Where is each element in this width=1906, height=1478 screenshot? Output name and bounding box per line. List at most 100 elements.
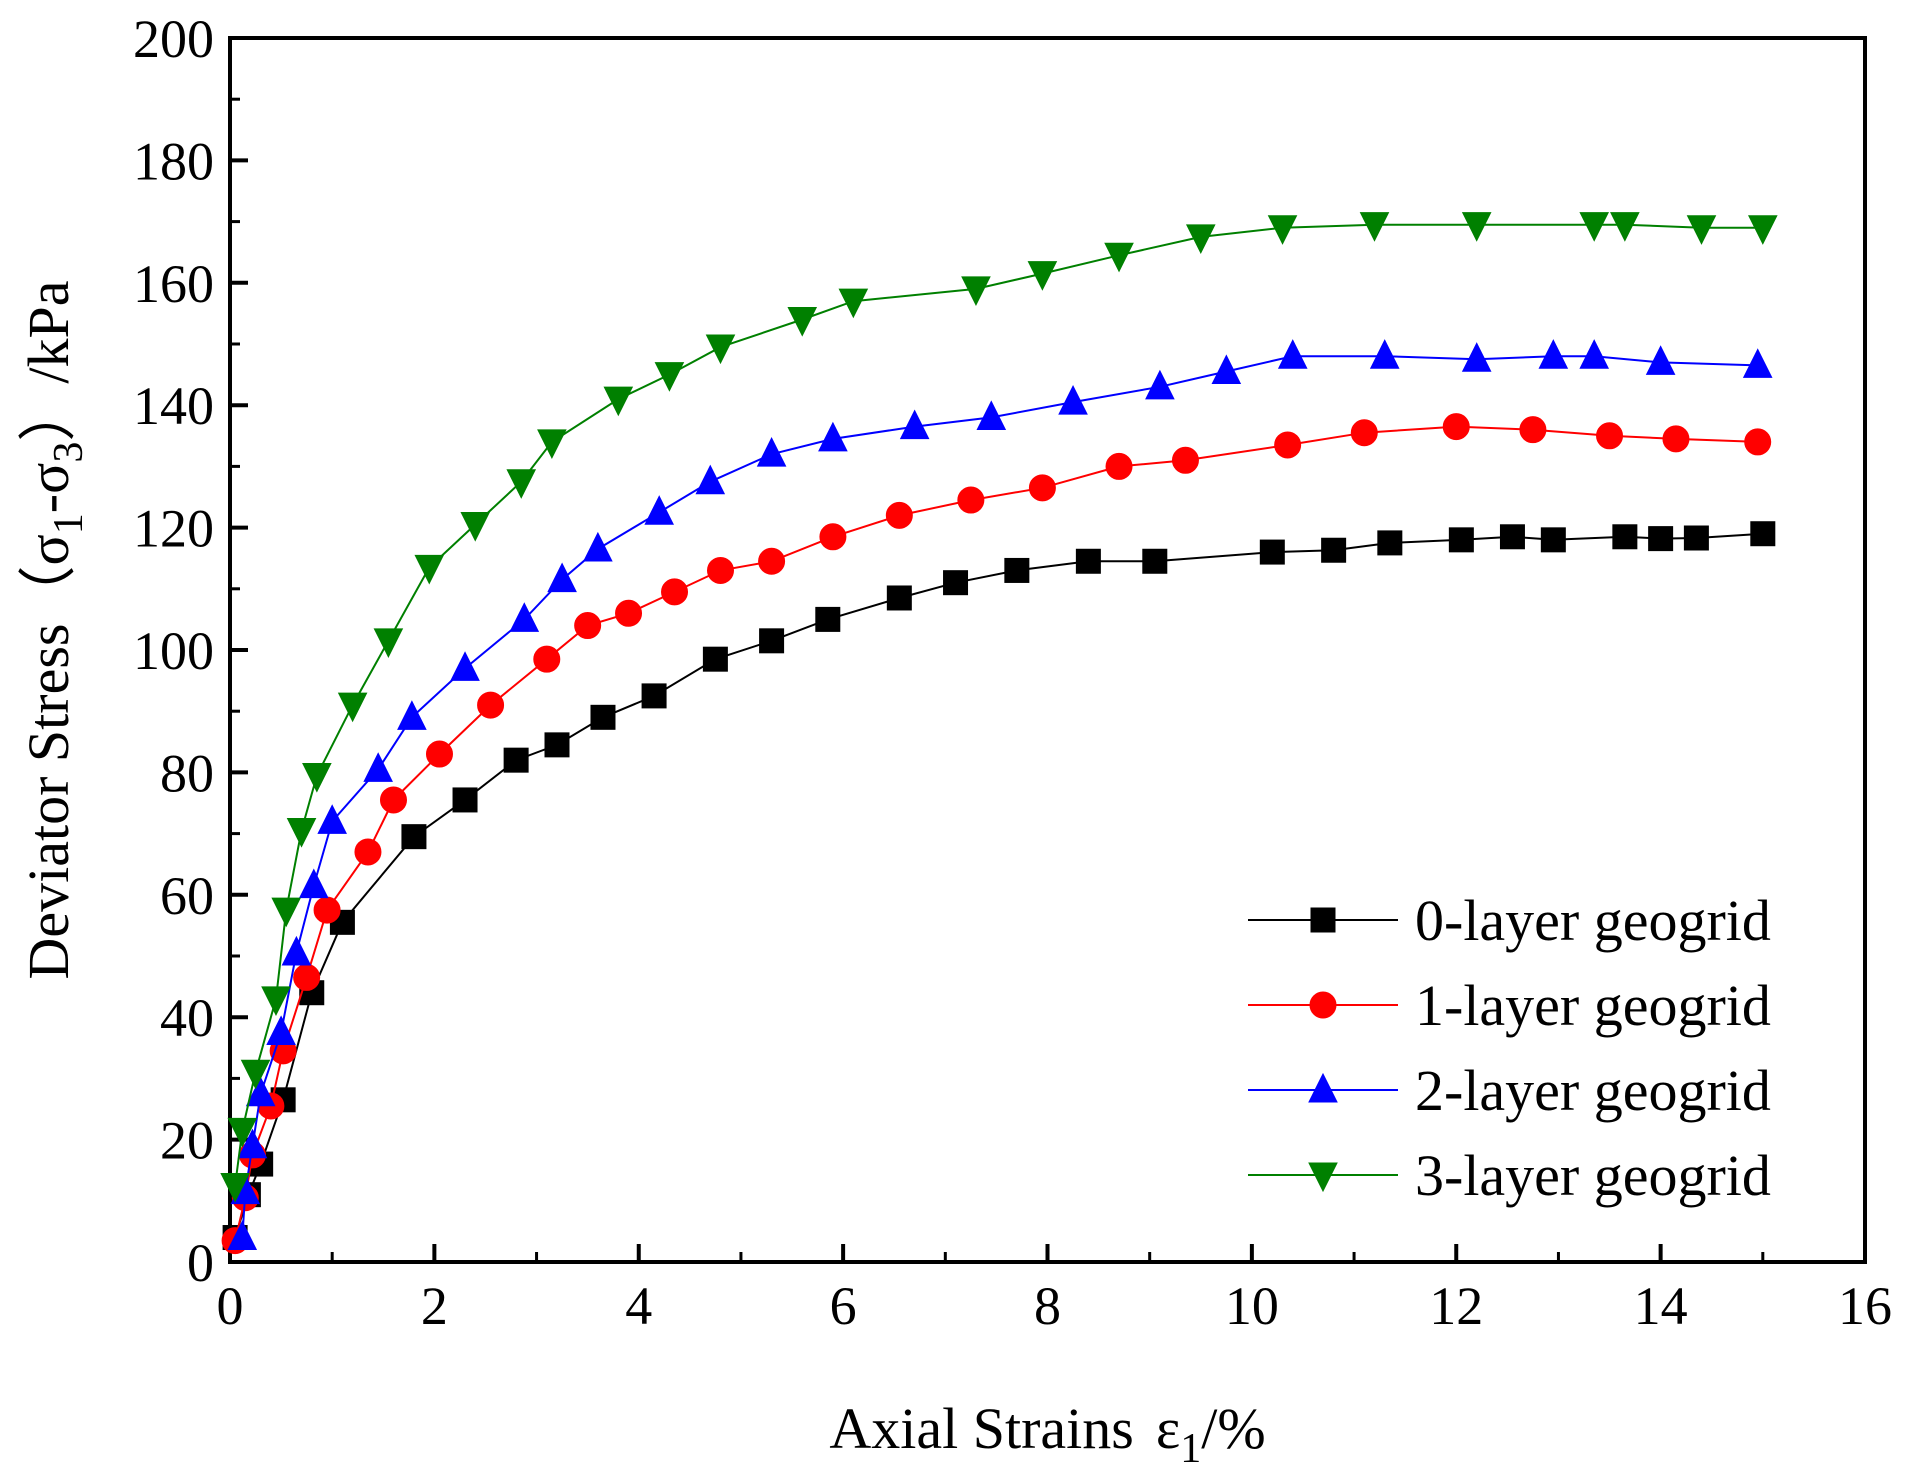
data-point (641, 683, 667, 709)
legend-marker (1308, 1072, 1338, 1103)
legend-item: 1-layer geogrid (1248, 973, 1771, 1038)
data-point (293, 963, 321, 991)
data-point (583, 531, 613, 562)
data-point (705, 334, 736, 365)
data-point (1259, 539, 1285, 565)
data-point (759, 628, 785, 654)
x-tick-label: 10 (1225, 1276, 1279, 1336)
data-point (354, 838, 382, 866)
x-tick-label: 0 (217, 1276, 244, 1336)
data-point (245, 1076, 276, 1107)
data-point (1104, 242, 1134, 273)
data-point (1442, 413, 1470, 441)
data-point (1267, 215, 1298, 245)
data-point (266, 1015, 296, 1045)
y-axis-title-subscript-1: 1 (46, 513, 92, 534)
data-point (1683, 525, 1709, 551)
data-point (373, 628, 404, 658)
data-point (240, 1059, 271, 1090)
series-2 (227, 339, 1773, 1251)
data-point (574, 612, 602, 640)
y-axis-title-suffix: ）/kPa (16, 281, 81, 442)
data-point (261, 986, 291, 1016)
data-point (590, 704, 616, 730)
data-point (1648, 526, 1674, 552)
y-axis-title-prefix: Deviator Stress（σ (16, 534, 81, 979)
data-point (1596, 422, 1624, 450)
data-point (1686, 215, 1717, 245)
data-point (363, 752, 393, 782)
data-point (1540, 527, 1566, 553)
legend-label: 2-layer geogrid (1415, 1058, 1771, 1123)
data-point (1142, 548, 1168, 574)
data-point (1058, 385, 1088, 415)
y-tick-label: 140 (133, 376, 214, 436)
data-point (329, 909, 355, 935)
legend-marker (1309, 991, 1337, 1019)
x-tick-label: 12 (1429, 1276, 1483, 1336)
data-point (298, 868, 329, 899)
data-point (815, 606, 841, 632)
data-point (615, 599, 643, 627)
data-point (702, 646, 728, 672)
x-tick-label: 8 (1034, 1276, 1061, 1336)
y-axis-title: Deviator Stress（σ1-σ3）/kPa (16, 281, 92, 980)
data-point (654, 362, 685, 392)
data-point (237, 1128, 268, 1159)
data-point (1461, 212, 1492, 242)
data-point (1274, 431, 1302, 459)
y-tick-label: 100 (133, 621, 214, 681)
y-axis-title-mid: -σ (16, 463, 81, 514)
data-point (397, 700, 427, 730)
y-tick-label: 0 (187, 1233, 214, 1293)
y-tick-label: 80 (160, 743, 214, 803)
data-point (1027, 261, 1058, 291)
x-axis-title-unit: /% (1201, 1396, 1265, 1461)
x-axis-title-subscript: 1 (1180, 1426, 1201, 1472)
data-point (302, 762, 332, 793)
data-point (533, 645, 561, 673)
data-point (452, 787, 478, 813)
data-point (1350, 419, 1378, 447)
x-axis-title: Axial Strains ε1/% (829, 1396, 1265, 1472)
data-point (1321, 537, 1347, 563)
data-point (819, 523, 847, 551)
legend-marker (1310, 907, 1336, 933)
data-point (271, 897, 302, 928)
legend-marker (1308, 1162, 1338, 1193)
y-tick-label: 120 (133, 499, 214, 559)
data-point (695, 464, 726, 495)
data-point (707, 556, 734, 584)
data-point (425, 740, 453, 768)
data-point (1211, 354, 1242, 385)
x-tick-label: 14 (1634, 1276, 1688, 1336)
data-point (1028, 474, 1056, 502)
y-tick-label: 200 (133, 9, 214, 69)
data-point (1461, 342, 1492, 372)
y-axis-title-subscript-2: 3 (46, 442, 92, 463)
data-point (603, 386, 634, 417)
legend-label: 1-layer geogrid (1415, 973, 1771, 1038)
series-line (241, 355, 1758, 1238)
data-point (317, 804, 347, 834)
data-point (787, 307, 818, 337)
data-point (1742, 348, 1773, 378)
data-point (838, 288, 869, 319)
data-point (227, 1117, 258, 1148)
data-point (380, 786, 407, 814)
data-point (220, 1173, 250, 1203)
series-line (234, 532, 1763, 1238)
data-point (885, 501, 913, 529)
data-point (818, 421, 848, 452)
legend-item: 0-layer geogrid (1248, 888, 1771, 953)
data-point (1579, 212, 1610, 242)
series-0 (222, 521, 1776, 1251)
y-tick-label: 60 (160, 866, 214, 926)
data-point (1662, 425, 1690, 453)
data-point (943, 570, 969, 596)
legend: 0-layer geogrid 1-layer geogrid 2-layer ge… (1248, 888, 1771, 1208)
data-point (1075, 548, 1101, 574)
data-point (313, 896, 341, 924)
data-point (1579, 339, 1610, 369)
